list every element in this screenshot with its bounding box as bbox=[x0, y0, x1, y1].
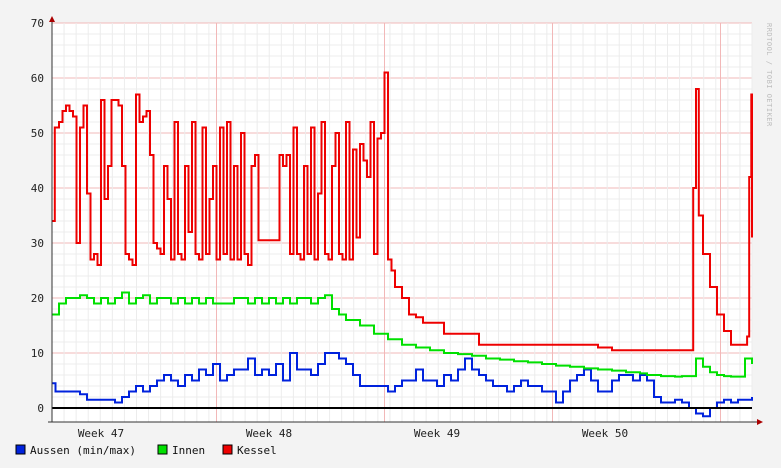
legend-label: Innen bbox=[172, 444, 205, 457]
y-tick-label: 10 bbox=[31, 347, 44, 360]
y-tick-label: 40 bbox=[31, 182, 44, 195]
legend-label: Aussen (min/max) bbox=[30, 444, 136, 457]
watermark: RRDTOOL / TOBI OETIKER bbox=[765, 23, 773, 127]
y-tick-label: 30 bbox=[31, 237, 44, 250]
y-tick-label: 20 bbox=[31, 292, 44, 305]
x-axis-ticks: Week 47 Week 48 Week 49 Week 50 bbox=[78, 427, 628, 440]
x-axis-arrow bbox=[757, 419, 763, 425]
y-axis-ticks: 0 10 20 30 40 50 60 70 bbox=[31, 17, 44, 415]
y-tick-label: 60 bbox=[31, 72, 44, 85]
y-tick-label: 70 bbox=[31, 17, 44, 30]
y-axis-arrow bbox=[49, 16, 55, 22]
legend-label: Kessel bbox=[237, 444, 277, 457]
legend-swatch bbox=[222, 444, 233, 455]
x-tick-label: Week 49 bbox=[414, 427, 460, 440]
legend-swatch bbox=[157, 444, 168, 455]
series-lines bbox=[52, 71, 753, 418]
legend: Aussen (min/max) Innen Kessel bbox=[15, 444, 277, 457]
x-tick-label: Week 48 bbox=[246, 427, 292, 440]
series-line-2 bbox=[52, 71, 753, 352]
x-tick-label: Week 47 bbox=[78, 427, 124, 440]
legend-swatch bbox=[15, 444, 26, 455]
grid bbox=[51, 22, 753, 422]
series-line-0 bbox=[52, 352, 753, 418]
y-tick-label: 0 bbox=[37, 402, 44, 415]
x-tick-label: Week 50 bbox=[582, 427, 628, 440]
y-tick-label: 50 bbox=[31, 127, 44, 140]
series-line-1 bbox=[52, 291, 753, 378]
